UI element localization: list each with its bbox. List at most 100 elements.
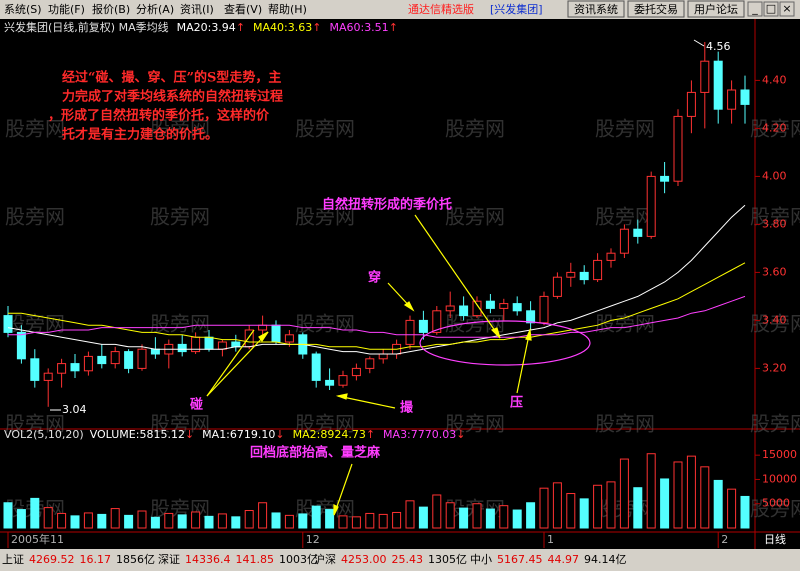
volume-bar bbox=[298, 513, 308, 529]
legend-text: 兴发集团(日线,前复权) MA季均线 bbox=[4, 20, 169, 34]
menu-item[interactable]: 功能(F) bbox=[48, 2, 85, 16]
candle-body bbox=[593, 259, 603, 281]
ma-line bbox=[7, 204, 746, 355]
watermark: 股旁网 bbox=[5, 205, 65, 229]
candle-body bbox=[57, 363, 67, 374]
menu-item[interactable]: 帮助(H) bbox=[268, 2, 307, 16]
candle-body bbox=[539, 295, 549, 324]
ma-line bbox=[8, 295, 746, 338]
watermark: 股旁网 bbox=[150, 117, 210, 141]
volume-bar bbox=[700, 466, 710, 529]
volume-bar bbox=[579, 498, 589, 529]
candle-body bbox=[150, 348, 160, 355]
annotation-label: 穿 bbox=[368, 270, 381, 286]
volume-bar bbox=[97, 513, 107, 529]
watermark: 股旁网 bbox=[150, 205, 210, 229]
menu-item[interactable]: 报价(B) bbox=[92, 2, 130, 16]
annotation-label: 自然扭转形成的季价托 bbox=[322, 197, 452, 213]
volume-bar bbox=[727, 488, 737, 529]
stock-tag: [兴发集团] bbox=[490, 2, 543, 16]
watermark: 股旁网 bbox=[750, 312, 800, 336]
x-tick-label: 2005年11 bbox=[11, 532, 64, 546]
legend-text: ↓ bbox=[456, 428, 465, 441]
legend-text: VOL2(5,10,20) bbox=[4, 428, 84, 441]
button[interactable]: 用户论坛 bbox=[694, 2, 738, 16]
legend-text: ↑ bbox=[236, 21, 245, 34]
candle-body bbox=[673, 115, 683, 182]
candle-body bbox=[231, 341, 241, 348]
menu-item[interactable]: 分析(A) bbox=[136, 2, 174, 16]
volume-bar bbox=[445, 502, 455, 529]
button[interactable]: 资讯系统 bbox=[574, 3, 618, 16]
volume-bar bbox=[660, 478, 670, 529]
button[interactable]: 委托交易 bbox=[634, 2, 678, 16]
status-change: 16.17 bbox=[80, 553, 112, 566]
annotation-text: 托才是有主力建仓的价托。 bbox=[62, 127, 218, 143]
menu-item[interactable]: 系统(S) bbox=[4, 3, 42, 16]
watermark: 股旁网 bbox=[750, 497, 800, 521]
buttons: 资讯系统 委托交易 用户论坛 bbox=[567, 0, 745, 18]
candle-body bbox=[124, 351, 134, 369]
annotation-label: 碰 bbox=[190, 397, 203, 413]
candle-body bbox=[579, 271, 589, 281]
watermark: 股旁网 bbox=[445, 205, 505, 229]
volume-bar bbox=[646, 453, 656, 529]
candle-body bbox=[338, 375, 348, 386]
menu-item[interactable]: 查看(V) bbox=[224, 2, 262, 16]
legend-text: MA60:3.51 bbox=[329, 21, 388, 34]
status-change: 44.97 bbox=[548, 553, 580, 566]
y-tick-label: 4.20 bbox=[762, 121, 787, 134]
candle-body bbox=[378, 353, 388, 360]
candle-body bbox=[16, 331, 26, 360]
x-tick-label: 12 bbox=[306, 533, 320, 546]
candle-body bbox=[633, 228, 643, 237]
status-price: 4253.00 bbox=[341, 553, 387, 566]
status-change: 141.85 bbox=[236, 553, 275, 566]
x-tick-label: 1 bbox=[547, 533, 554, 546]
volume-bar bbox=[606, 481, 616, 529]
volume-bar bbox=[566, 493, 576, 529]
volume-bar bbox=[311, 505, 321, 529]
watermark: 股旁网 bbox=[595, 205, 655, 229]
volume-bar bbox=[217, 513, 227, 529]
high-label: 4.56 bbox=[706, 40, 731, 53]
annotation-text: 力完成了对季均线系统的自然扭转过程 bbox=[62, 89, 283, 105]
volume-bar bbox=[70, 515, 80, 529]
volume-bar bbox=[191, 511, 201, 529]
button-frame[interactable] bbox=[567, 0, 625, 18]
candle-body bbox=[512, 303, 522, 312]
candle-body bbox=[660, 175, 670, 182]
volume-bar bbox=[43, 507, 53, 529]
y-tick-label: 3.60 bbox=[762, 265, 787, 278]
status-price: 4269.52 bbox=[29, 553, 75, 566]
volume-bar bbox=[526, 502, 536, 529]
volume-bar bbox=[137, 510, 147, 529]
status-name: 沪深 bbox=[314, 552, 336, 566]
legend-text: ↑ bbox=[389, 21, 398, 34]
menu-item[interactable]: 资讯(I) bbox=[180, 3, 214, 16]
volume-bar bbox=[244, 510, 254, 529]
y-tick-label: 15000 bbox=[762, 448, 797, 461]
candle-body bbox=[472, 300, 482, 317]
status-change: 25.43 bbox=[392, 553, 424, 566]
volume-bar bbox=[418, 506, 428, 529]
volume-bar bbox=[512, 509, 522, 529]
legend-text: MA3:7770.03 bbox=[383, 428, 456, 441]
ma-line bbox=[8, 262, 746, 350]
candle-body bbox=[619, 228, 629, 254]
button-frame[interactable] bbox=[627, 0, 685, 18]
button-frame[interactable] bbox=[687, 0, 745, 18]
legend-text: ↓ bbox=[275, 428, 284, 441]
volume-bar bbox=[284, 514, 294, 529]
legend-text: MA20:3.94 bbox=[177, 21, 236, 34]
candle-body bbox=[311, 353, 321, 381]
volume-bar bbox=[365, 512, 375, 529]
candle-body bbox=[97, 355, 107, 365]
candle-body bbox=[177, 343, 187, 353]
watermark: 股旁网 bbox=[595, 117, 655, 141]
candle-body bbox=[552, 276, 562, 297]
status-bar bbox=[0, 549, 800, 571]
status-name: 上证 bbox=[2, 553, 24, 566]
volume-bar bbox=[539, 487, 549, 529]
volume-bar bbox=[686, 455, 696, 529]
